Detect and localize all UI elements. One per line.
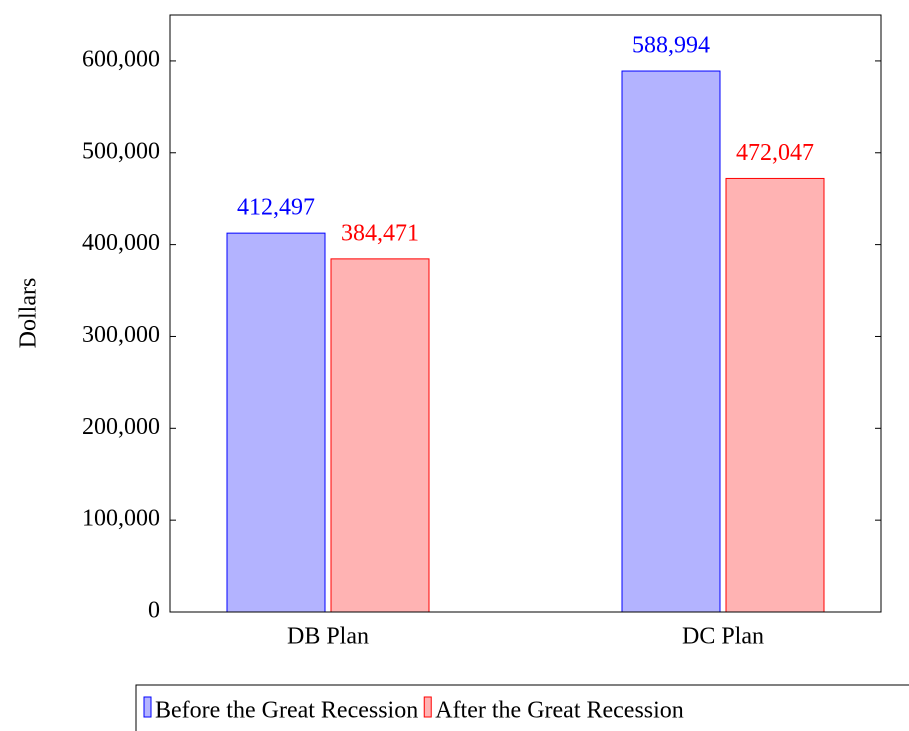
bar [621,70,721,613]
legend-label: Before the Great Recession [155,698,418,724]
value-label: 588,994 [632,33,710,59]
y-tick-label: 100,000 [82,506,160,532]
legend-swatch [423,696,432,718]
legend-box [135,684,909,731]
plot-frame [169,14,882,613]
y-axis-label: Dollars [16,278,42,349]
legend-swatch [143,696,152,718]
value-label: 412,497 [237,195,315,221]
value-label: 384,471 [341,220,419,246]
y-tick-label: 200,000 [82,414,160,440]
y-tick-label: 500,000 [82,138,160,164]
x-tick-label: DB Plan [287,624,369,650]
bar [330,258,430,613]
x-tick-label: DC Plan [682,624,764,650]
y-tick-label: 0 [148,598,160,624]
y-tick-label: 300,000 [82,322,160,348]
value-label: 472,047 [736,140,814,166]
bar [725,177,825,613]
y-tick-label: 400,000 [82,230,160,256]
legend-label: After the Great Recession [435,698,684,724]
y-tick-label: 600,000 [82,46,160,72]
bar [226,232,326,613]
